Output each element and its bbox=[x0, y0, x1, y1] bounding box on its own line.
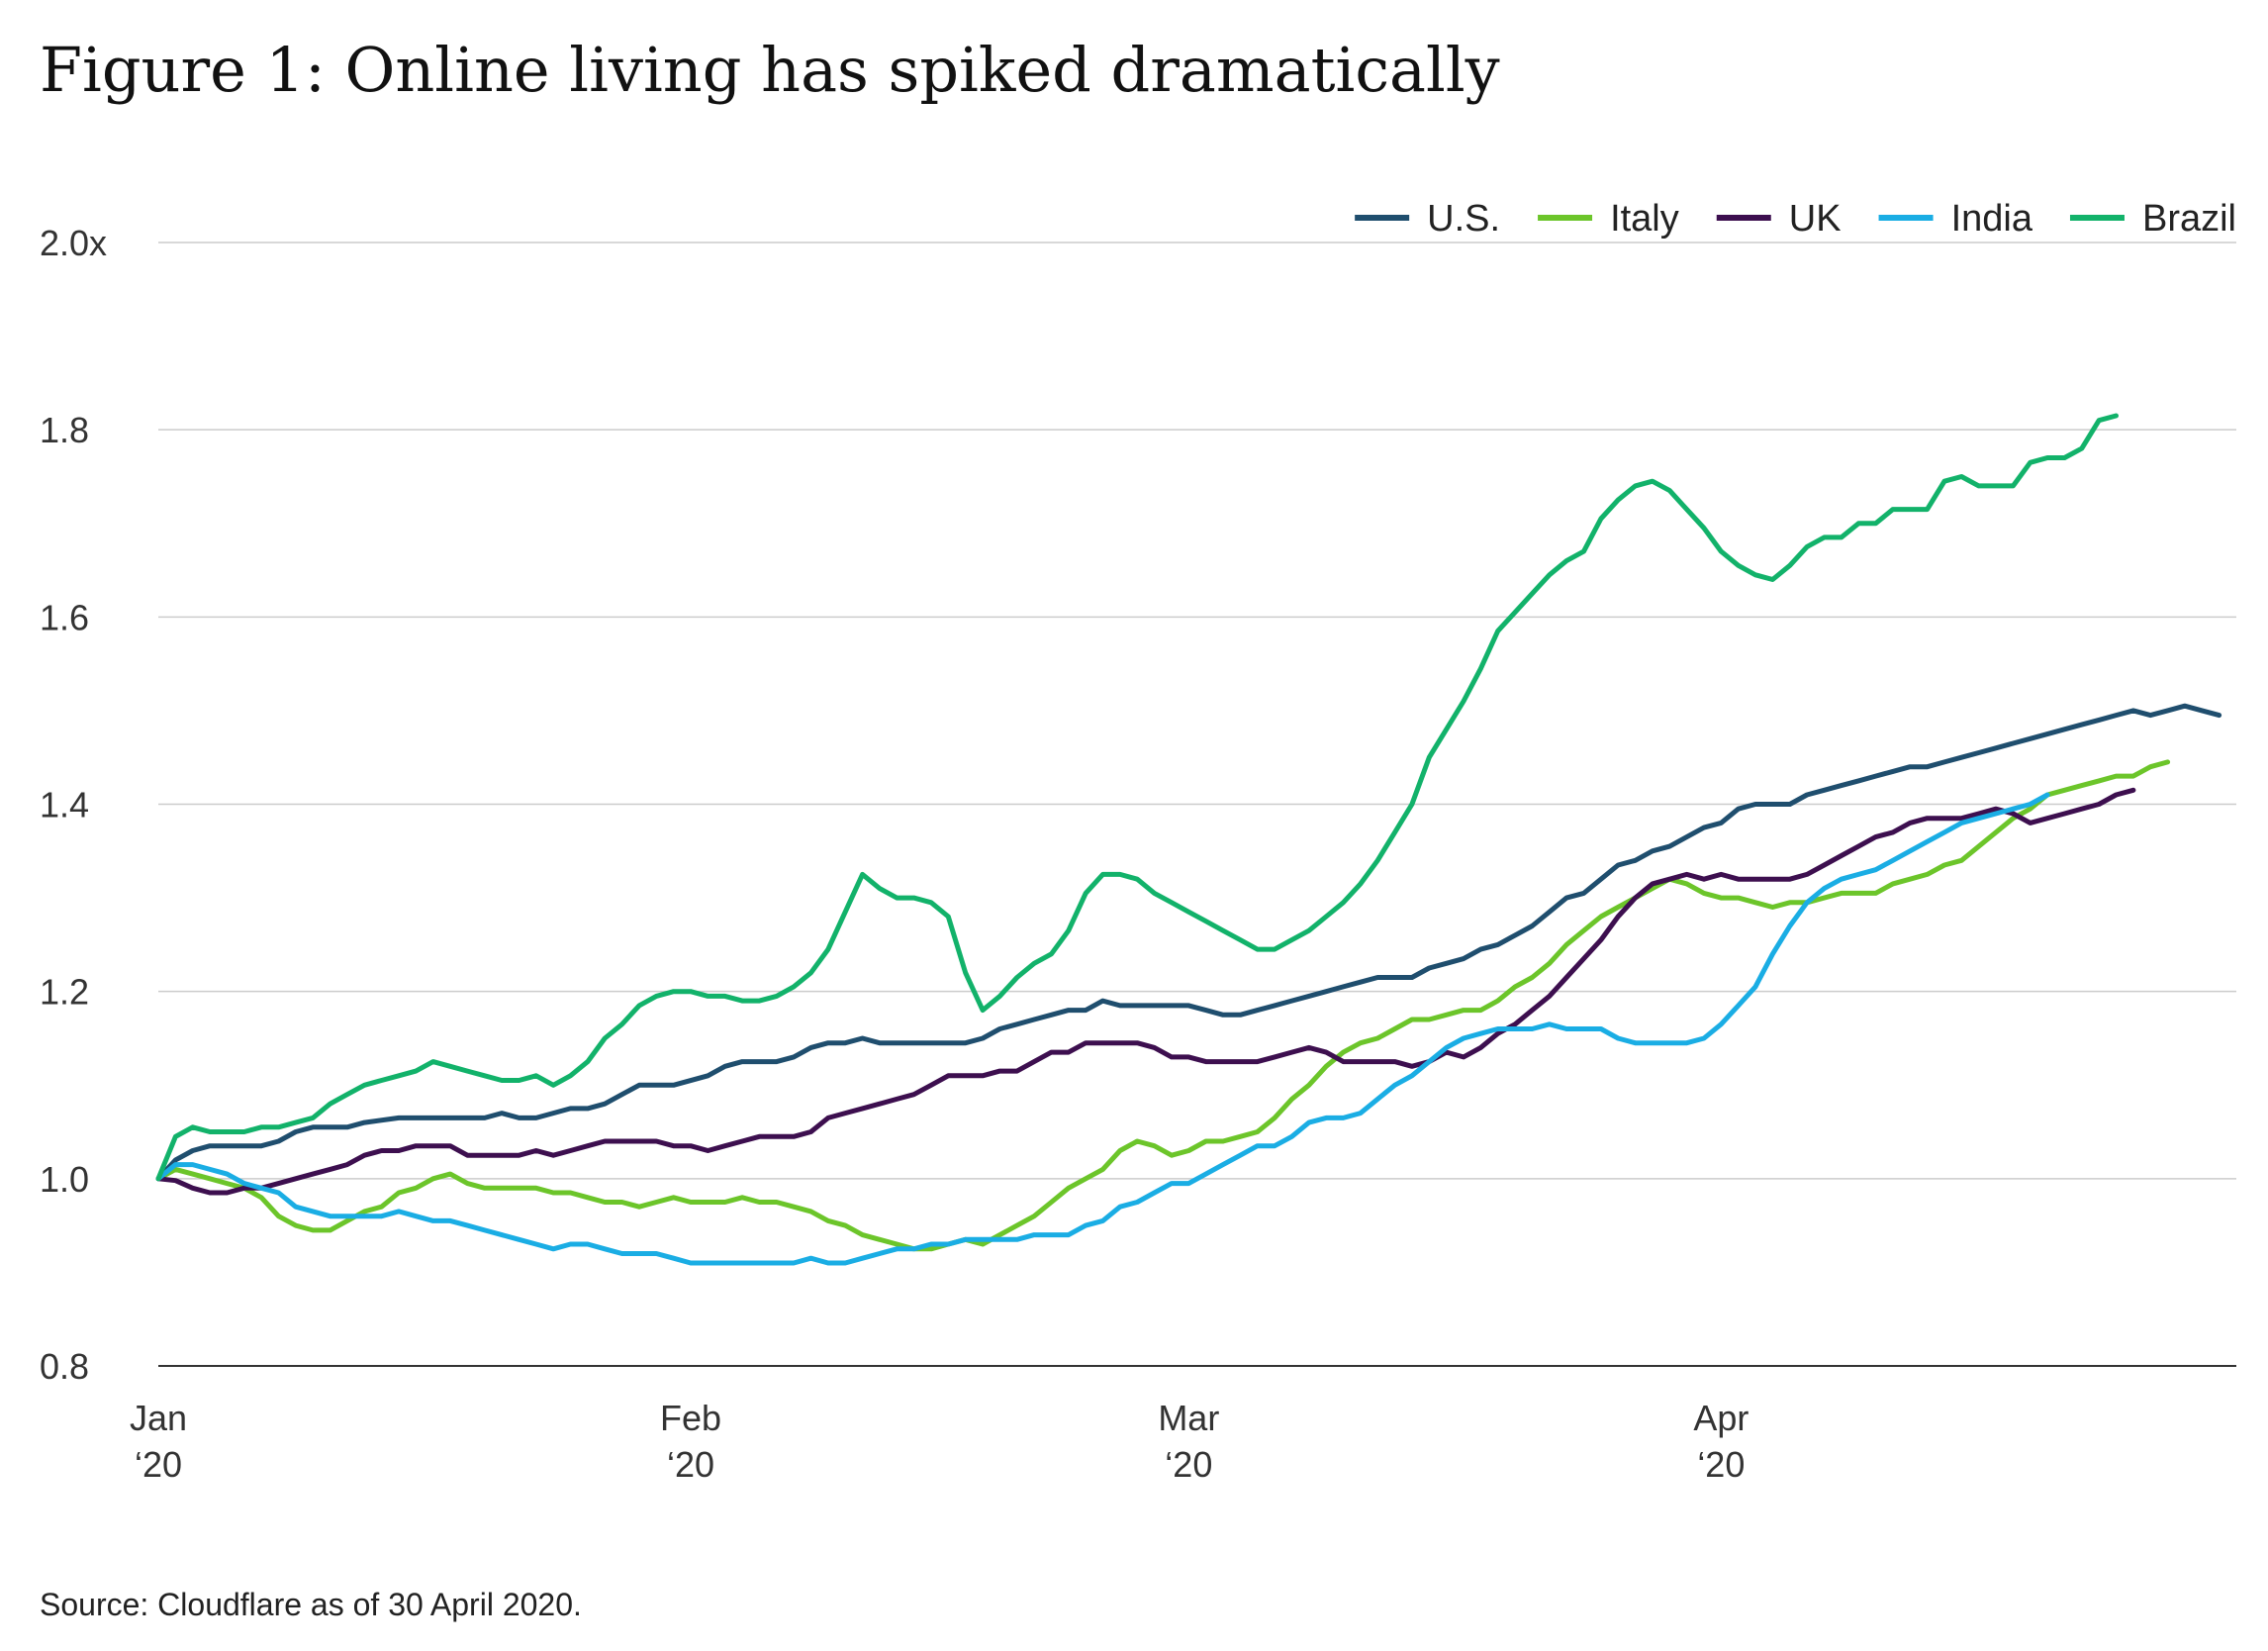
y-tick-label: 1.6 bbox=[40, 597, 89, 637]
series-lines bbox=[155, 413, 2222, 1266]
series-line-brazil bbox=[155, 413, 2119, 1182]
y-tick-label: 1.2 bbox=[40, 972, 89, 1013]
series-line-india bbox=[155, 792, 2050, 1266]
x-axis: Jan ‘20 Feb ‘20 Mar ‘20 Apr ‘20 bbox=[130, 1398, 1748, 1485]
x-tick-month: Feb bbox=[660, 1398, 721, 1438]
x-tick-year: ‘20 bbox=[667, 1444, 714, 1485]
series-line-u-s bbox=[155, 703, 2222, 1182]
y-tick-label: 1.0 bbox=[40, 1159, 89, 1200]
source-note: Source: Cloudflare as of 30 April 2020. bbox=[40, 1587, 582, 1622]
x-tick-year: ‘20 bbox=[135, 1444, 182, 1485]
legend-label: U.S. bbox=[1427, 198, 1500, 240]
x-tick-month: Apr bbox=[1693, 1398, 1748, 1438]
series-line-italy bbox=[155, 759, 2171, 1252]
legend-label: Brazil bbox=[2142, 198, 2236, 240]
x-tick-year: ‘20 bbox=[1697, 1444, 1745, 1485]
x-tick-year: ‘20 bbox=[1165, 1444, 1212, 1485]
legend-label: UK bbox=[1789, 198, 1842, 240]
legend-label: Italy bbox=[1610, 198, 1679, 240]
y-tick-label: 1.4 bbox=[40, 785, 89, 826]
y-axis: 2.0x 1.8 1.6 1.4 1.2 1.0 0.8 bbox=[40, 223, 107, 1387]
legend: U.S. Italy UK India Brazil bbox=[1355, 198, 2236, 240]
grid-lines bbox=[158, 242, 2236, 1367]
y-tick-label: 2.0x bbox=[40, 223, 107, 263]
y-tick-label: 0.8 bbox=[40, 1346, 89, 1387]
x-tick-month: Jan bbox=[130, 1398, 187, 1438]
y-tick-label: 1.8 bbox=[40, 410, 89, 450]
series-line-uk bbox=[155, 787, 2136, 1196]
legend-label: India bbox=[1951, 198, 2033, 240]
x-tick-month: Mar bbox=[1158, 1398, 1219, 1438]
chart-title: Figure 1: Online living has spiked drama… bbox=[40, 34, 1500, 106]
